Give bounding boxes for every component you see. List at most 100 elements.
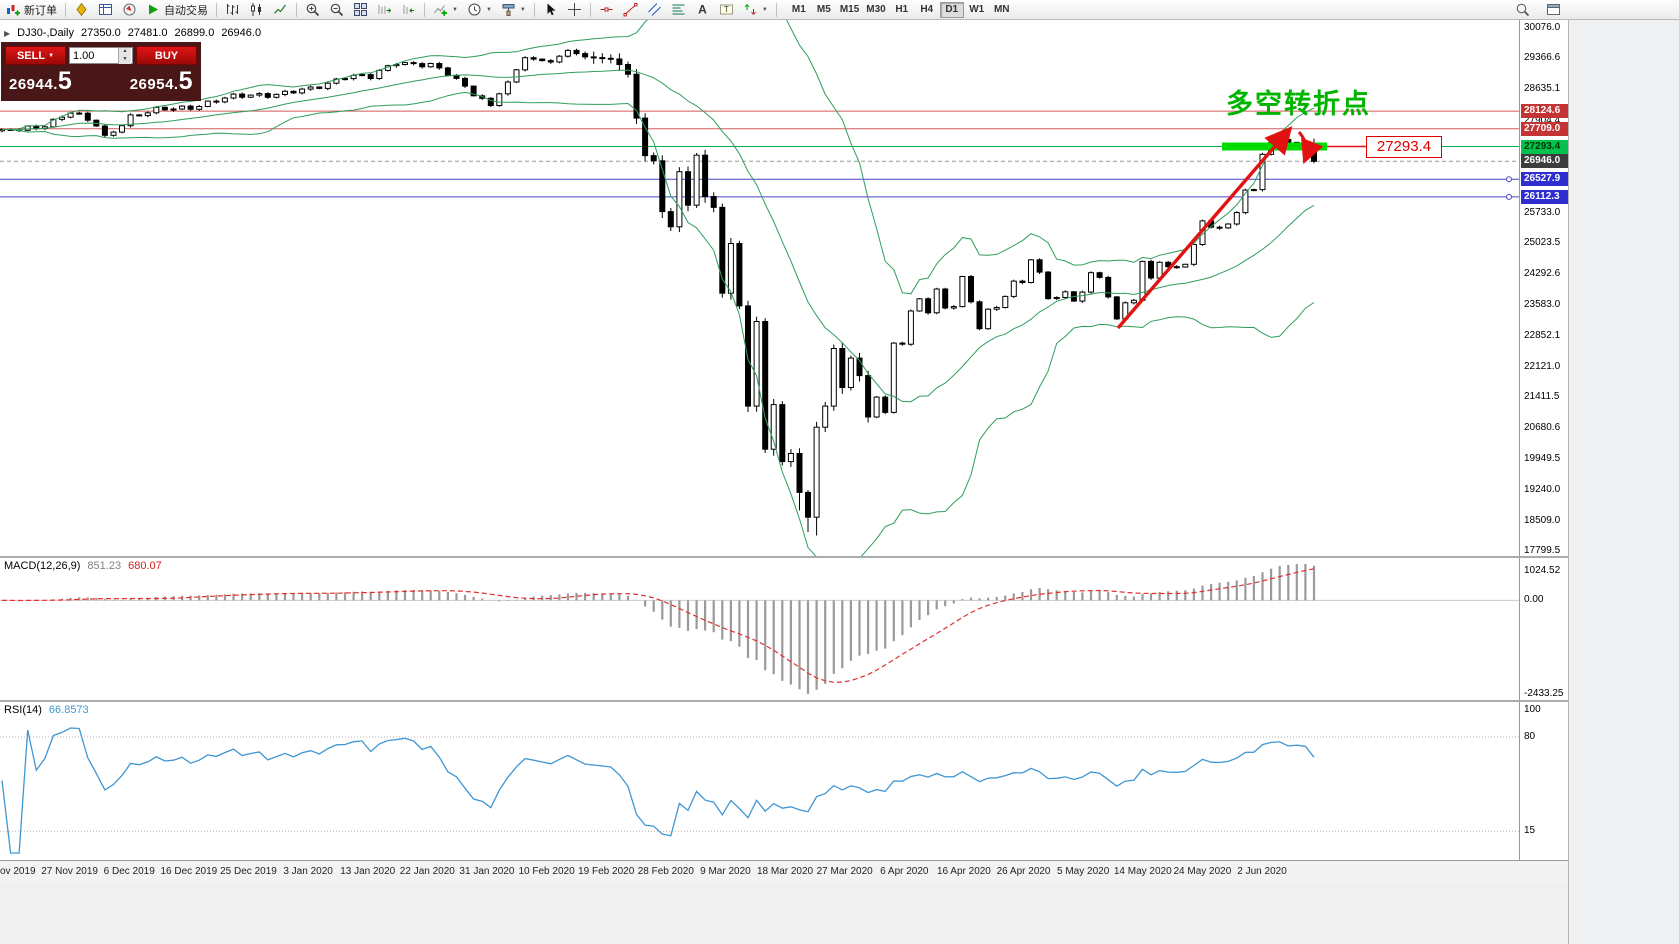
price-chart[interactable]	[0, 20, 1519, 556]
timeframe-mn-button[interactable]: MN	[990, 2, 1014, 18]
volume-input[interactable]	[70, 49, 118, 62]
timeframe-m5-button[interactable]: M5	[812, 2, 836, 18]
price-tag: 26527.9	[1521, 172, 1568, 187]
periods-button[interactable]: ▼	[463, 1, 496, 19]
rsi-value: 66.8573	[48, 704, 89, 716]
axis-label: 29366.6	[1524, 52, 1561, 64]
chart-ohlc-header: ▶ DJ30-,Daily 27350.0 27481.0 26899.0 26…	[4, 27, 261, 39]
time-axis-label: 6 Dec 2019	[103, 866, 155, 877]
spinner-up-icon[interactable]: ▲	[118, 47, 131, 56]
zoom-out-button[interactable]	[325, 1, 348, 19]
macd-panel: MACD(12,26,9) 851.23 680.07	[0, 558, 1519, 700]
dropdown-arrow-icon: ▼	[452, 6, 458, 13]
time-axis-label: 8 Nov 2019	[0, 866, 36, 877]
panel-splitter[interactable]	[0, 700, 1568, 702]
line-chart-icon	[274, 4, 287, 14]
text-label-button[interactable]: T	[715, 1, 738, 19]
panel-splitter[interactable]	[0, 556, 1568, 558]
macd-chart[interactable]	[0, 558, 1519, 700]
toolbar-separator	[533, 2, 535, 17]
timeframe-h4-button[interactable]: H4	[915, 2, 939, 18]
volume-spinner[interactable]: ▲ ▼	[118, 47, 131, 64]
tile-windows-button[interactable]	[349, 1, 372, 19]
timeframe-d1-button[interactable]: D1	[939, 1, 964, 18]
autotrading-button[interactable]: 自动交易	[142, 1, 212, 19]
templates-icon	[502, 4, 515, 16]
macd-signal-value: 680.07	[128, 560, 162, 572]
bottom-fill	[0, 882, 1568, 944]
text-button[interactable]: A	[691, 1, 714, 19]
axis-label: 25023.5	[1524, 237, 1561, 249]
axis-label: 1024.52	[1524, 565, 1561, 576]
symbol-period-label: DJ30-,Daily	[17, 27, 75, 39]
indicators-button[interactable]: ▼	[429, 1, 462, 19]
zoom-in-button[interactable]	[301, 1, 324, 19]
rsi-chart[interactable]	[0, 702, 1519, 860]
fibonacci-button[interactable]	[667, 1, 690, 19]
timeframe-m1-button[interactable]: M1	[787, 2, 811, 18]
price-tag: 27293.4	[1521, 139, 1568, 154]
axis-label: 21411.5	[1524, 391, 1560, 403]
search-button[interactable]	[1511, 1, 1534, 19]
zoom-in-icon	[306, 3, 320, 17]
time-axis-label: 27 Mar 2020	[816, 866, 873, 877]
dropdown-arrow-icon: ▼	[761, 6, 768, 13]
toolbar-separator	[296, 2, 297, 17]
new-window-button[interactable]	[1542, 1, 1565, 19]
rsi-label: RSI(14) 66.8573	[4, 704, 89, 716]
auto-scroll-button[interactable]	[373, 1, 396, 19]
time-axis-label: 3 Jan 2020	[283, 866, 333, 877]
time-axis-label: 13 Jan 2020	[340, 866, 396, 877]
navigator-button[interactable]	[118, 1, 141, 19]
spinner-down-icon[interactable]: ▼	[118, 55, 131, 64]
price-tag: 26946.0	[1521, 154, 1568, 169]
buy-button[interactable]: BUY	[136, 46, 197, 65]
turning-point-annotation: 多空转折点	[1226, 89, 1371, 119]
time-axis[interactable]: 8 Nov 2019 27 Nov 2019 6 Dec 2019 16 Dec 20…	[0, 860, 1568, 882]
data-window-button[interactable]	[94, 1, 117, 19]
crosshair-button[interactable]	[563, 1, 586, 19]
line-chart-type-button[interactable]	[269, 1, 292, 19]
trendline-button[interactable]	[619, 1, 642, 19]
price-axis[interactable]: 30076.0 29366.6 28635.1 27904.4 25733.0 25023…	[1519, 20, 1568, 860]
chart-shift-button[interactable]	[397, 1, 420, 19]
axis-label: 30076.0	[1524, 22, 1561, 33]
cursor-icon	[547, 3, 556, 16]
horizontal-line-button[interactable]	[595, 1, 618, 19]
timeframe-w1-button[interactable]: W1	[965, 2, 989, 18]
time-axis-label: 26 Apr 2020	[996, 866, 1051, 877]
timeframe-h1-button[interactable]: H1	[890, 2, 914, 18]
templates-button[interactable]: ▼	[497, 1, 530, 19]
time-axis-label: 6 Apr 2020	[880, 866, 929, 877]
toolbar-separator	[65, 2, 66, 17]
candlestick-chart-type-button[interactable]	[245, 1, 268, 19]
bar-chart-type-button[interactable]	[221, 1, 244, 19]
timeframe-m30-button[interactable]: M30	[863, 2, 888, 18]
dropdown-arrow-icon: ▼	[48, 52, 55, 59]
dropdown-arrow-icon: ▼	[485, 6, 492, 13]
time-axis-label: 9 Mar 2020	[700, 866, 751, 877]
toolbar-separator	[589, 2, 591, 17]
volume-field: ▲▼	[69, 47, 133, 64]
timeframe-m15-button[interactable]: M15	[837, 2, 862, 18]
arrows-button[interactable]: ▼	[739, 1, 772, 19]
axis-label: 22852.1	[1524, 329, 1561, 341]
text-icon: A	[698, 3, 707, 17]
macd-main-value: 851.23	[87, 560, 122, 572]
sell-button[interactable]: SELL ▼	[5, 46, 66, 65]
clock-icon	[468, 3, 481, 16]
market-watch-button[interactable]	[70, 1, 93, 19]
channel-button[interactable]	[643, 1, 666, 19]
time-axis-label: 24 May 2020	[1173, 866, 1232, 877]
time-axis-label: 16 Apr 2020	[936, 866, 991, 877]
buy-label: BUY	[154, 49, 179, 62]
channel-icon	[648, 3, 661, 16]
new-order-button[interactable]: 新订单	[2, 1, 61, 19]
time-axis-label: 16 Dec 2019	[160, 866, 218, 877]
cursor-button[interactable]	[539, 1, 562, 19]
bar-chart-icon	[227, 4, 238, 15]
autotrading-label: 自动交易	[164, 4, 208, 17]
time-axis-label: 18 Mar 2020	[756, 866, 814, 877]
auto-scroll-icon	[378, 5, 392, 14]
time-axis-label: 2 Jun 2020	[1237, 866, 1287, 877]
